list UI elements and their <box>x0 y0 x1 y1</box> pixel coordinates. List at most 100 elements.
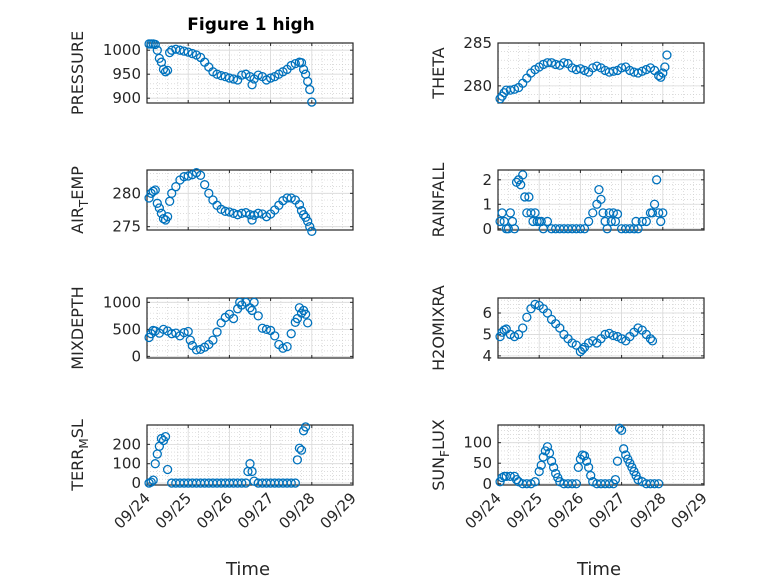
data-point <box>171 44 181 54</box>
data-point <box>544 448 555 458</box>
data-point <box>212 69 222 79</box>
data-point <box>660 62 670 72</box>
subplot-sun-flux: 050100SUNFLUX09/2409/2509/2609/2709/2809… <box>429 419 711 580</box>
subplot-h2omixra: 4 5 6 H2OMIXRA <box>429 285 705 371</box>
y-tick-label: 6 <box>482 304 492 322</box>
data-point <box>571 340 581 350</box>
data-series <box>144 422 311 488</box>
data-point <box>286 329 296 339</box>
subplot-theta: 280 285 THETA <box>429 34 705 104</box>
data-point <box>253 311 263 321</box>
data-point <box>530 208 540 218</box>
data-point <box>625 65 635 76</box>
data-point <box>641 216 651 227</box>
data-point <box>237 478 247 488</box>
data-point <box>596 194 606 205</box>
data-point <box>148 186 158 196</box>
data-point <box>200 180 210 190</box>
data-point <box>575 224 586 234</box>
data-point <box>300 422 311 432</box>
data-point <box>647 336 658 346</box>
data-point <box>187 48 197 59</box>
data-point <box>220 206 230 216</box>
data-series <box>495 50 672 104</box>
y-tick-label: 0 <box>482 475 492 493</box>
data-point <box>278 343 288 353</box>
data-point <box>144 193 154 203</box>
data-point <box>602 224 612 234</box>
data-point <box>495 331 505 342</box>
data-point <box>249 297 259 307</box>
data-point <box>633 68 643 78</box>
data-point <box>294 200 305 210</box>
axes-box <box>497 297 705 359</box>
data-point <box>296 445 307 455</box>
axes-box <box>146 169 354 231</box>
data-series <box>144 168 317 236</box>
y-tick-label: 1000 <box>103 293 141 311</box>
data-point <box>579 65 590 76</box>
data-point <box>247 215 257 225</box>
y-tick-label: 50 <box>473 454 492 472</box>
major-grid <box>497 425 705 485</box>
data-point <box>307 97 317 107</box>
data-point <box>505 85 516 95</box>
data-point <box>658 68 668 78</box>
y-tick-label: 5 <box>482 325 492 343</box>
data-point <box>536 460 546 470</box>
data-point <box>656 72 666 82</box>
data-point <box>518 323 528 333</box>
y-tick-label: 0 <box>131 474 141 492</box>
figure-title: Figure 1 high <box>187 15 315 35</box>
data-point <box>542 442 553 452</box>
data-point <box>633 224 643 234</box>
y-tick-label: 950 <box>112 65 141 83</box>
data-point <box>606 216 616 227</box>
data-point <box>522 312 532 322</box>
data-point <box>583 216 594 227</box>
data-point <box>305 222 315 232</box>
data-point <box>253 70 263 80</box>
data-point <box>296 308 307 318</box>
data-point <box>583 462 594 472</box>
data-point <box>253 208 263 218</box>
data-point <box>204 188 214 198</box>
subplot-mixdepth: 0 500 1000 MIXDEPTH <box>68 286 354 370</box>
y-axis-label: H2OMIXRA <box>429 285 448 371</box>
data-point <box>571 479 581 489</box>
axes-box <box>497 169 705 231</box>
data-point <box>179 327 189 338</box>
data-series <box>495 299 658 357</box>
data-point <box>305 84 315 95</box>
data-point <box>307 226 317 236</box>
data-point <box>224 207 235 217</box>
data-point <box>183 326 193 337</box>
data-point <box>195 170 206 180</box>
data-point <box>573 462 583 472</box>
data-point <box>542 308 553 318</box>
data-point <box>542 216 553 227</box>
data-point <box>495 216 505 227</box>
data-series <box>144 39 317 107</box>
y-tick-label: 1000 <box>103 41 141 59</box>
data-point <box>247 466 257 477</box>
data-point <box>577 344 588 355</box>
data-point <box>511 475 522 485</box>
data-point <box>616 425 627 435</box>
data-point <box>526 208 536 218</box>
y-tick-label: 280 <box>112 184 141 202</box>
data-point <box>146 477 156 487</box>
data-point <box>162 65 173 76</box>
data-point <box>247 80 257 90</box>
data-point <box>261 324 272 335</box>
data-point <box>183 47 193 57</box>
y-tick-label: 100 <box>463 434 492 452</box>
data-point <box>534 466 544 477</box>
data-point <box>296 58 307 68</box>
data-point <box>208 335 218 345</box>
data-point <box>608 66 619 76</box>
data-point <box>608 330 619 341</box>
data-point <box>499 88 509 98</box>
